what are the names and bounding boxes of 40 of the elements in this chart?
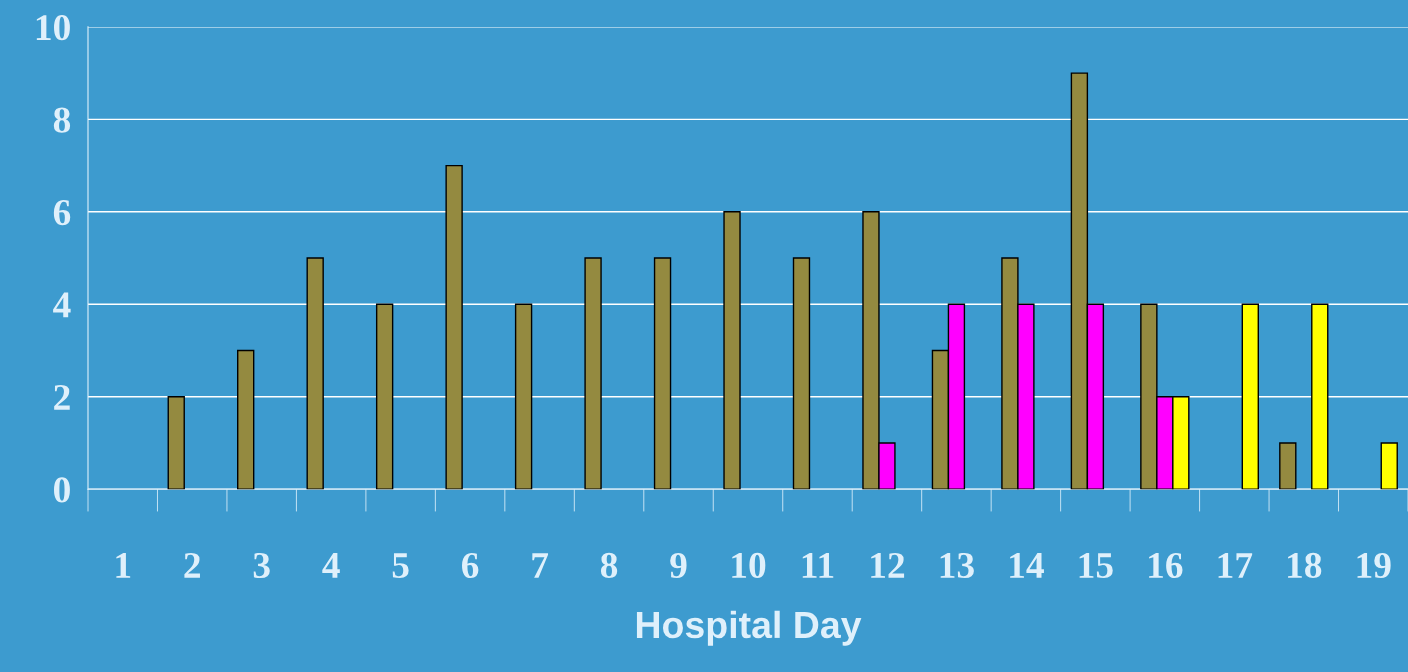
x-tick-label: 17 <box>1218 552 1253 578</box>
bar <box>1311 303 1329 490</box>
x-axis-title: Hospital Day <box>636 610 862 646</box>
x-tick-label: 9 <box>670 552 687 579</box>
bar <box>792 257 811 490</box>
x-tick-label: 8 <box>600 552 618 579</box>
bar <box>306 257 324 490</box>
x-tick-label: 18 <box>1288 552 1322 579</box>
x-tick-label: 12 <box>871 552 905 578</box>
bar <box>1380 442 1398 490</box>
x-tick-label: 4 <box>322 553 340 578</box>
y-tick-label: 10 <box>36 14 70 41</box>
bar <box>1279 442 1297 490</box>
x-tick-label: 6 <box>462 552 479 579</box>
bar <box>375 303 394 490</box>
x-tick-label: 7 <box>532 553 549 578</box>
y-tick-label: 6 <box>53 199 71 226</box>
x-tick-label: 10 <box>732 552 766 579</box>
y-tick-label: 0 <box>54 477 70 503</box>
bar <box>237 349 255 490</box>
y-tick-label: 2 <box>54 384 70 410</box>
bar <box>653 257 672 490</box>
bar <box>1241 303 1259 490</box>
y-tick-label: 8 <box>53 107 71 133</box>
bar <box>445 164 463 490</box>
x-tick-label: 11 <box>802 552 834 578</box>
x-tick-label: 19 <box>1357 552 1391 579</box>
x-tick-label: 14 <box>1010 552 1044 578</box>
x-tick-label: 3 <box>253 552 270 579</box>
bar <box>167 396 185 490</box>
x-tick-label: 13 <box>940 552 974 579</box>
x-tick-label: 5 <box>392 553 409 579</box>
bar <box>584 257 602 490</box>
bar <box>723 211 741 490</box>
y-tick-label: 4 <box>53 292 71 318</box>
bar <box>514 303 533 490</box>
x-tick-label: 2 <box>184 552 200 578</box>
x-tick-label: 1 <box>116 552 131 578</box>
x-tick-label: 15 <box>1079 552 1113 579</box>
x-tick-label: 16 <box>1149 552 1183 579</box>
